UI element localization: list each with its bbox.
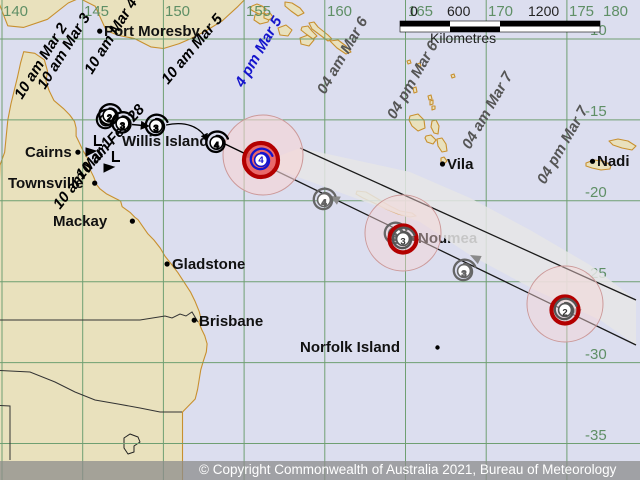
svg-text:Brisbane: Brisbane bbox=[199, 313, 263, 330]
svg-text:-35: -35 bbox=[585, 427, 607, 444]
svg-text:© Copyright Commonwealth of Au: © Copyright Commonwealth of Australia 20… bbox=[199, 462, 617, 477]
svg-text:600: 600 bbox=[447, 3, 471, 19]
svg-text:0: 0 bbox=[410, 3, 418, 19]
svg-text:Norfolk Island: Norfolk Island bbox=[300, 339, 400, 356]
svg-text:4: 4 bbox=[321, 198, 326, 208]
svg-text:4: 4 bbox=[214, 140, 219, 150]
svg-text:Mackay: Mackay bbox=[53, 213, 108, 230]
svg-text:140: 140 bbox=[3, 3, 28, 20]
svg-text:1200: 1200 bbox=[528, 3, 559, 19]
svg-text:Gladstone: Gladstone bbox=[172, 256, 245, 273]
svg-text:Willis Island: Willis Island bbox=[122, 133, 209, 150]
svg-text:Kilometres: Kilometres bbox=[430, 30, 496, 46]
svg-text:4: 4 bbox=[258, 155, 264, 166]
svg-text:3: 3 bbox=[461, 269, 466, 279]
svg-text:175: 175 bbox=[569, 3, 594, 20]
svg-text:150: 150 bbox=[165, 3, 190, 20]
svg-text:3: 3 bbox=[120, 121, 125, 131]
svg-text:-20: -20 bbox=[585, 184, 607, 201]
svg-text:Cairns: Cairns bbox=[25, 144, 72, 161]
svg-text:-30: -30 bbox=[585, 346, 607, 363]
svg-text:3: 3 bbox=[400, 237, 405, 248]
svg-text:180: 180 bbox=[603, 3, 628, 20]
svg-text:160: 160 bbox=[327, 3, 352, 20]
svg-text:2: 2 bbox=[562, 308, 567, 319]
svg-text:Vila: Vila bbox=[447, 156, 474, 173]
svg-text:170: 170 bbox=[488, 3, 513, 20]
svg-text:Nadi: Nadi bbox=[597, 153, 630, 170]
svg-text:155: 155 bbox=[246, 3, 271, 20]
svg-text:3: 3 bbox=[153, 124, 158, 134]
